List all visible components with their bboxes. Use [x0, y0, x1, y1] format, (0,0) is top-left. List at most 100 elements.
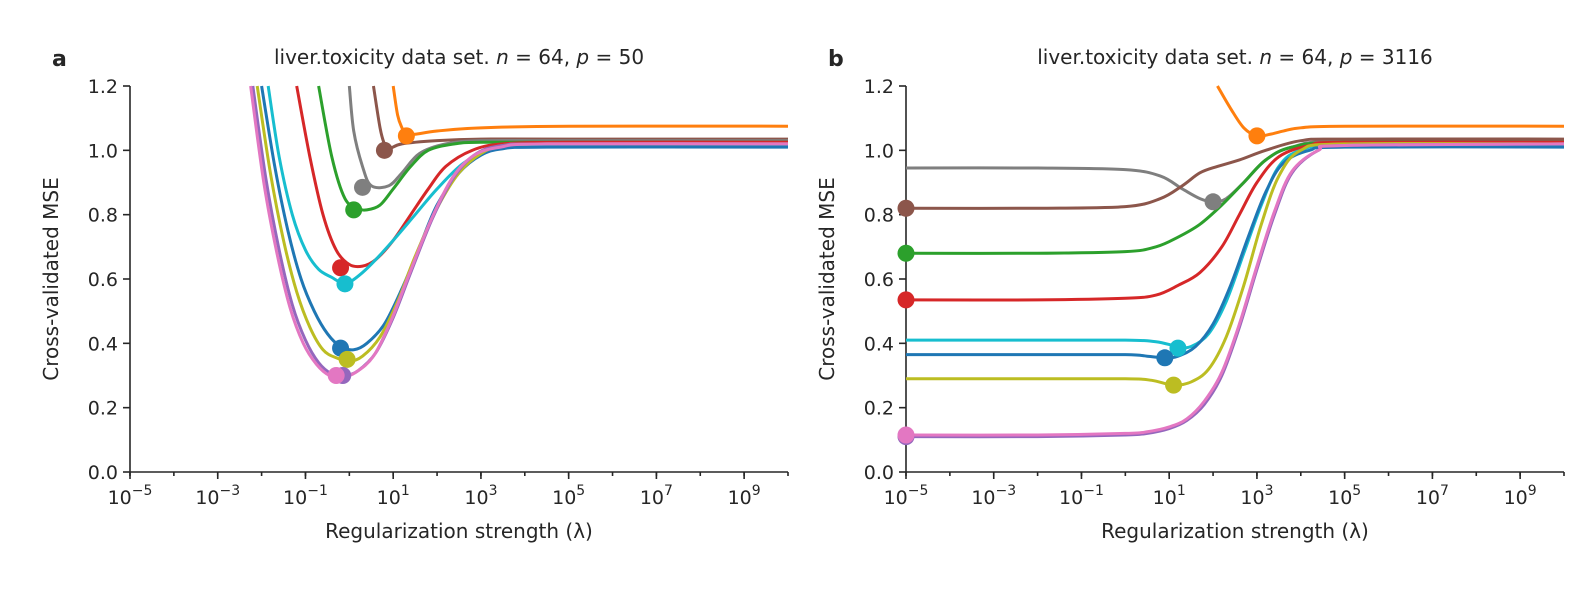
y-tick-label: 1.0	[88, 140, 118, 162]
x-tick-exponent: −5	[132, 483, 153, 499]
plot-area	[249, 85, 788, 379]
y-tick-label: 0.6	[88, 269, 118, 291]
title-part: n	[496, 45, 509, 69]
series-line-2	[906, 137, 1564, 210]
panel-letter: b	[828, 47, 844, 72]
series-line-7	[906, 141, 1564, 387]
x-tick-label: 103	[464, 483, 497, 509]
x-tick-exponent: 3	[489, 483, 498, 499]
series-min-marker-5	[1169, 339, 1187, 357]
title-part: p	[1339, 45, 1353, 69]
x-tick-exponent: −5	[908, 483, 929, 499]
x-tick-label: 109	[1504, 483, 1537, 509]
x-tick-label: 10−3	[195, 483, 240, 509]
series-min-marker-3	[897, 244, 915, 262]
x-tick-base: 10	[1153, 487, 1177, 509]
y-tick-label: 0.2	[88, 398, 118, 420]
x-tick-base: 10	[971, 487, 995, 509]
y-axis-label: Cross-validated MSE	[815, 177, 839, 380]
x-tick-label: 101	[377, 483, 410, 509]
series-min-marker-0	[397, 127, 415, 145]
plot-area	[906, 85, 1564, 439]
x-tick-exponent: 9	[752, 483, 761, 499]
x-tick-label: 10−5	[884, 483, 929, 509]
series-min-marker-5	[336, 275, 354, 293]
x-tick-label: 109	[728, 483, 761, 509]
x-tick-exponent: −3	[220, 483, 241, 499]
x-tick-label: 10−1	[283, 483, 328, 509]
series-min-marker-1	[375, 141, 393, 159]
x-tick-exponent: −1	[1083, 483, 1104, 499]
panel-a: a liver.toxicity data set. n = 64, p = 50…	[39, 45, 789, 543]
x-tick-label: 107	[1416, 483, 1449, 509]
x-tick-base: 10	[640, 487, 664, 509]
series-min-marker-7	[338, 350, 356, 368]
series-min-marker-2	[897, 199, 915, 217]
x-tick-exponent: 1	[401, 483, 410, 499]
y-tick-label: 0.8	[864, 205, 894, 227]
panel-letter: a	[52, 47, 67, 72]
x-tick-exponent: 7	[664, 483, 673, 499]
x-tick-exponent: 9	[1528, 483, 1537, 499]
title-part: = 50	[589, 45, 644, 69]
series-line-0	[391, 85, 788, 137]
x-tick-label: 105	[1328, 483, 1361, 509]
y-axis-label: Cross-validated MSE	[39, 177, 63, 380]
x-tick-exponent: 1	[1177, 483, 1186, 499]
x-tick-base: 10	[1416, 487, 1440, 509]
x-tick-label: 105	[552, 483, 585, 509]
series-min-marker-7	[1165, 376, 1183, 394]
series-line-6	[260, 85, 788, 352]
title-part: p	[575, 45, 589, 69]
x-tick-base: 10	[108, 487, 132, 509]
x-tick-exponent: 3	[1265, 483, 1274, 499]
x-tick-base: 10	[552, 487, 576, 509]
x-tick-base: 10	[464, 487, 488, 509]
x-tick-label: 10−3	[971, 483, 1016, 509]
x-tick-label: 10−5	[108, 483, 153, 509]
y-tick-label: 0.0	[88, 462, 118, 484]
series-min-marker-6	[1156, 349, 1174, 367]
x-tick-label: 101	[1153, 483, 1186, 509]
x-tick-label: 103	[1240, 483, 1273, 509]
x-tick-base: 10	[1059, 487, 1083, 509]
y-tick-label: 0.8	[88, 205, 118, 227]
series-line-5	[266, 85, 788, 285]
title-part: = 64,	[1272, 45, 1340, 69]
series-min-marker-1	[1204, 193, 1222, 211]
x-tick-base: 10	[1328, 487, 1352, 509]
y-tick-label: 1.2	[88, 76, 118, 98]
x-tick-label: 10−1	[1059, 483, 1104, 509]
chart-title: liver.toxicity data set. n = 64, p = 50	[274, 45, 644, 69]
series-min-marker-2	[353, 178, 371, 196]
series-line-9	[906, 142, 1564, 437]
y-tick-label: 0.4	[88, 333, 118, 355]
series-line-8	[906, 142, 1564, 439]
x-tick-base: 10	[884, 487, 908, 509]
y-tick-label: 0.6	[864, 269, 894, 291]
x-tick-base: 10	[377, 487, 401, 509]
x-tick-base: 10	[283, 487, 307, 509]
series-line-3	[906, 140, 1564, 255]
x-tick-exponent: 5	[1352, 483, 1361, 499]
title-part: = 3116	[1352, 45, 1432, 69]
x-tick-base: 10	[1240, 487, 1264, 509]
x-tick-base: 10	[1504, 487, 1528, 509]
y-tick-label: 0.0	[864, 462, 894, 484]
series-min-marker-4	[332, 259, 350, 277]
series-line-0	[1216, 85, 1564, 138]
series-min-marker-9	[327, 367, 345, 384]
x-tick-exponent: 7	[1440, 483, 1449, 499]
y-tick-label: 1.2	[864, 76, 894, 98]
series-min-marker-3	[345, 201, 363, 219]
series-min-marker-9	[897, 426, 915, 444]
x-axis-label: Regularization strength (λ)	[1101, 519, 1369, 543]
series-line-8	[251, 85, 788, 378]
title-part: = 64,	[509, 45, 577, 69]
title-part: liver.toxicity data set.	[1037, 45, 1259, 69]
series-line-6	[906, 145, 1564, 360]
x-tick-label: 107	[640, 483, 673, 509]
y-tick-label: 0.4	[864, 333, 894, 355]
